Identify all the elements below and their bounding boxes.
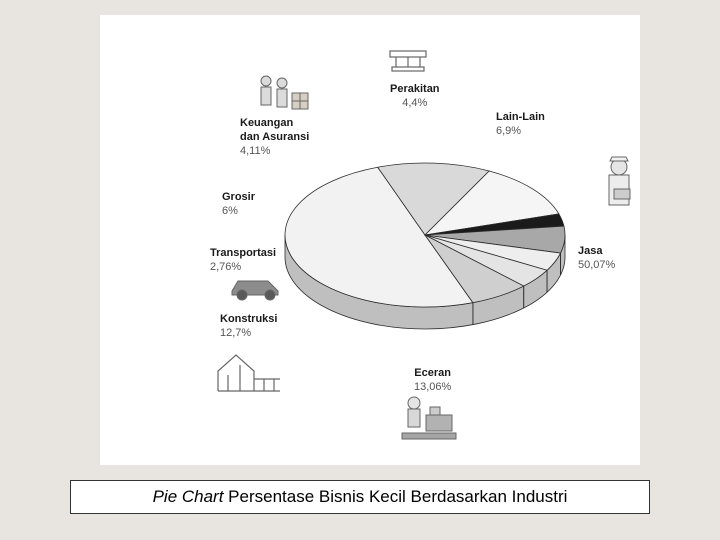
clerk-icon bbox=[594, 155, 644, 219]
label-grosir-name: Grosir bbox=[222, 191, 255, 205]
label-grosir-pct: 6% bbox=[222, 205, 255, 219]
label-grosir: Grosir 6% bbox=[222, 191, 255, 219]
label-perakitan-name: Perakitan bbox=[390, 83, 440, 97]
label-lainlain-name: Lain-Lain bbox=[496, 111, 545, 125]
label-perakitan-pct: 4,4% bbox=[390, 97, 440, 111]
label-keuangan: Keuangandan Asuransi 4,11% bbox=[240, 117, 309, 158]
label-jasa: Jasa 50,07% bbox=[578, 245, 615, 273]
machine-icon bbox=[386, 45, 430, 79]
pie-svg bbox=[280, 145, 570, 345]
workers-icon bbox=[252, 73, 312, 117]
label-lainlain: Lain-Lain 6,9% bbox=[496, 111, 545, 139]
caption-text: Pie Chart Persentase Bisnis Kecil Berdas… bbox=[153, 487, 568, 507]
label-jasa-name: Jasa bbox=[578, 245, 615, 259]
cashier-icon bbox=[396, 393, 460, 443]
label-transportasi: Transportasi 2,76% bbox=[210, 247, 276, 275]
label-konstruksi-name: Konstruksi bbox=[220, 313, 277, 327]
label-lainlain-pct: 6,9% bbox=[496, 125, 545, 139]
label-transportasi-name: Transportasi bbox=[210, 247, 276, 261]
pie-chart bbox=[280, 145, 570, 345]
label-eceran: Eceran 13,06% bbox=[414, 367, 451, 395]
caption-bar: Pie Chart Persentase Bisnis Kecil Berdas… bbox=[70, 480, 650, 514]
caption-rest: Persentase Bisnis Kecil Berdasarkan Indu… bbox=[223, 487, 567, 506]
label-perakitan: Perakitan 4,4% bbox=[390, 83, 440, 111]
label-konstruksi-pct: 12,7% bbox=[220, 327, 277, 341]
label-eceran-name: Eceran bbox=[414, 367, 451, 381]
chart-panel: Jasa 50,07% Eceran 13,06% Konstruksi 12,… bbox=[100, 15, 640, 465]
label-jasa-pct: 50,07% bbox=[578, 259, 615, 273]
caption-italic: Pie Chart bbox=[153, 487, 224, 506]
frame-icon bbox=[214, 351, 284, 395]
label-keuangan-name: Keuangandan Asuransi bbox=[240, 117, 309, 145]
label-keuangan-pct: 4,11% bbox=[240, 145, 309, 159]
label-konstruksi: Konstruksi 12,7% bbox=[220, 313, 277, 341]
car-icon bbox=[228, 273, 284, 303]
